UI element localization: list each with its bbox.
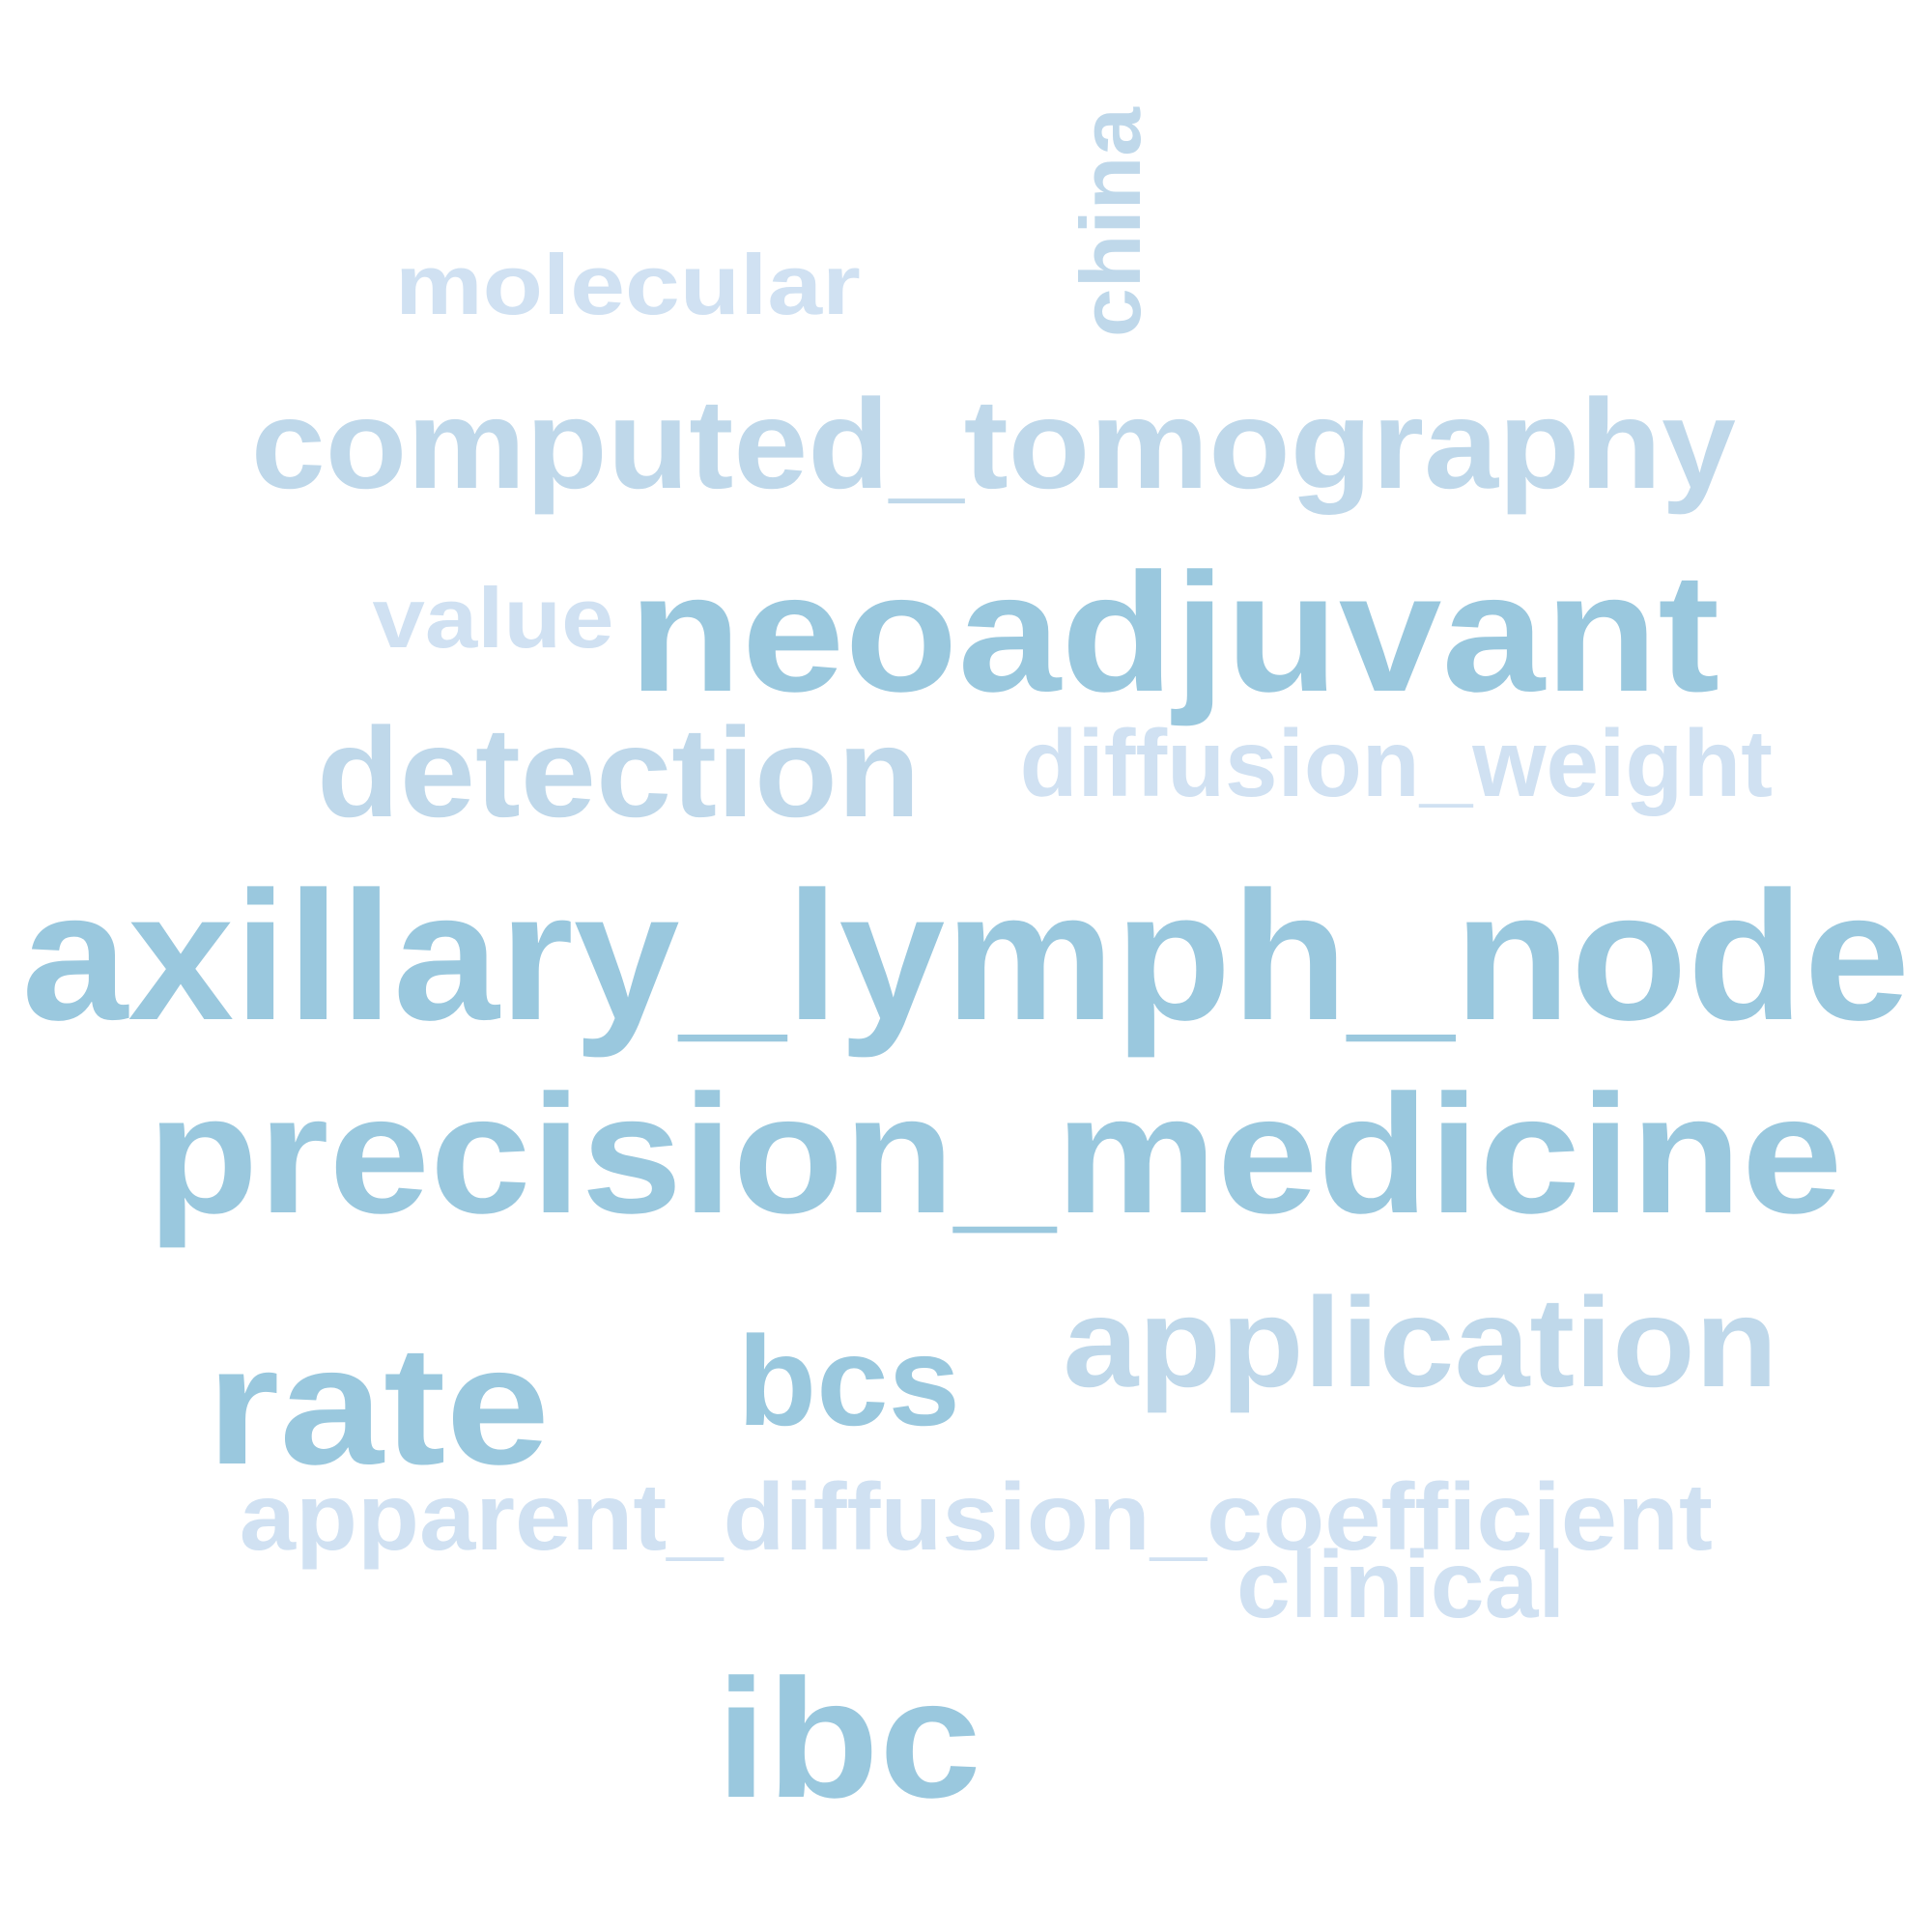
word-precision-medicine: precision_medicine (147, 1060, 1843, 1249)
word-china: china (1062, 107, 1158, 337)
word-computed-tomography: computed_tomography (250, 373, 1736, 515)
word-molecular: molecular (394, 237, 861, 332)
word-neoadjuvant: neoadjuvant (628, 538, 1719, 727)
word-rate: rate (206, 1311, 550, 1500)
word-diffusion-weight: diffusion_weight (1019, 710, 1773, 816)
word-application: application (1062, 1271, 1777, 1413)
word-bcs: bcs (737, 1310, 960, 1452)
word-clinical: clinical (1236, 1531, 1566, 1637)
word-apparent-diffusion-coefficient: apparent_diffusion_coefficient (239, 1463, 1713, 1570)
word-detection: detection (316, 701, 921, 843)
word-value: value (372, 570, 614, 666)
word-ibc: ibc (715, 1644, 981, 1833)
word-axillary-lymph-node: axillary_lymph_node (21, 854, 1911, 1059)
